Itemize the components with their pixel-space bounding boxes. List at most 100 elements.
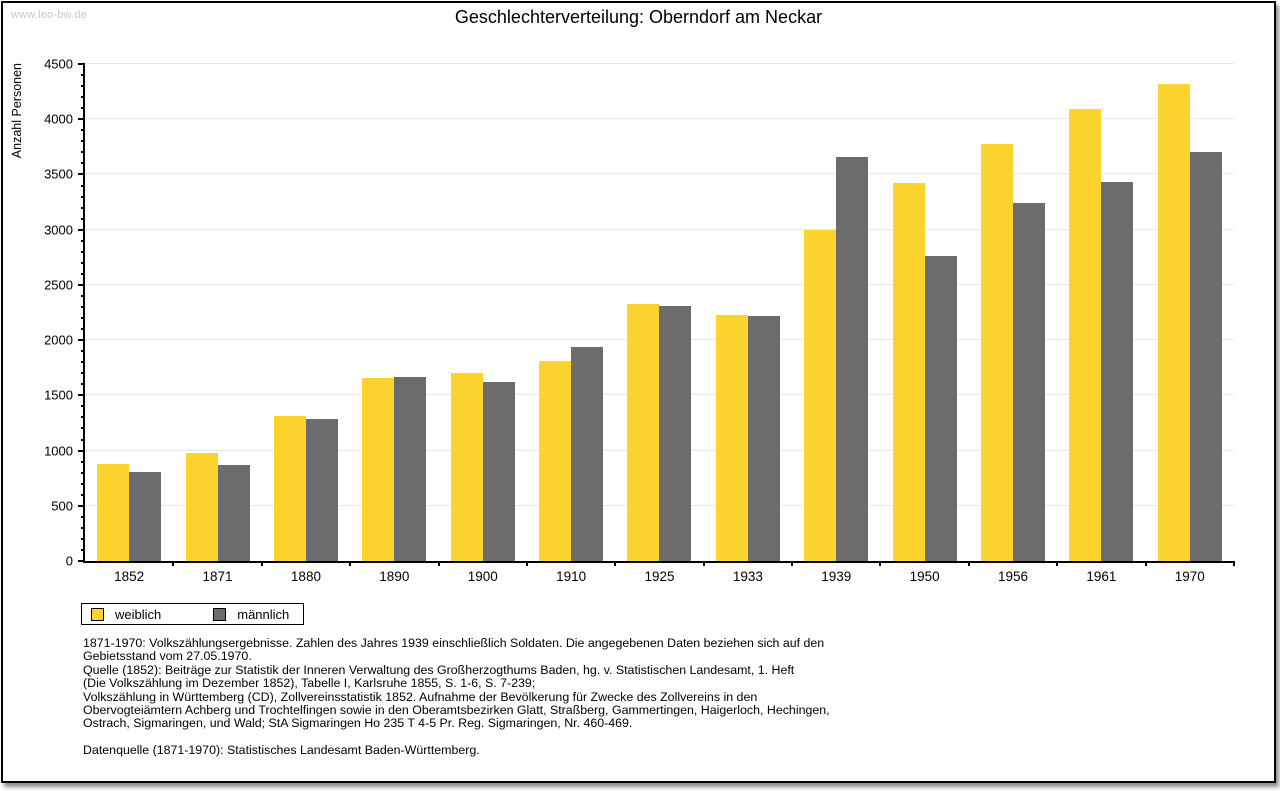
legend-label-maennlich: männlich (237, 606, 290, 622)
legend: weiblich männlich (81, 603, 305, 625)
bar-group-1961 (1057, 64, 1145, 561)
bar-männlich-1880 (305, 418, 338, 561)
bar-männlich-1939 (836, 156, 869, 561)
y-tick-label-500: 500 (51, 498, 73, 514)
y-minor-tick-4400 (81, 74, 85, 77)
y-minor-tick-3200 (81, 206, 85, 209)
gridline-4000 (85, 118, 1234, 120)
watermark-url: www.leo-bw.de (11, 9, 87, 21)
bar-weiblich-1880 (273, 416, 306, 561)
y-minor-tick-600 (81, 493, 85, 496)
y-minor-tick-2700 (81, 261, 85, 264)
y-tick-2500 (78, 283, 85, 286)
legend-swatch-weiblich (91, 607, 104, 621)
plot-area: 0 500 1000 1500 2000 2500 3000 3500 4000 4500 1852… (44, 57, 1235, 584)
bar-weiblich-1933 (715, 314, 748, 561)
y-minor-tick-1400 (81, 405, 85, 408)
y-minor-tick-2800 (81, 250, 85, 253)
legend-item-maennlich: männlich (213, 607, 289, 622)
y-minor-tick-200 (81, 537, 85, 540)
bar-group-1871 (173, 64, 261, 561)
gridline-2500 (85, 283, 1234, 285)
x-tick-1890 (437, 561, 440, 566)
bar-männlich-1925 (659, 305, 692, 561)
x-tick-1871 (260, 561, 263, 566)
x-tick-label-1880: 1880 (290, 569, 321, 584)
bar-männlich-1961 (1101, 182, 1134, 561)
gridline-3000 (85, 228, 1234, 230)
y-minor-tick-3400 (81, 184, 85, 187)
y-minor-tick-2100 (81, 328, 85, 331)
y-minor-tick-1600 (81, 383, 85, 386)
bar-group-1910 (527, 64, 615, 561)
y-minor-tick-1200 (81, 427, 85, 430)
bar-weiblich-1910 (539, 361, 572, 561)
footnote-sources: 1871-1970: Volkszählungsergebnisse. Zahl… (83, 636, 830, 731)
x-tick-1900 (525, 561, 528, 566)
y-minor-tick-4100 (81, 107, 85, 110)
bar-group-1950 (880, 64, 968, 561)
y-minor-tick-400 (81, 515, 85, 518)
bar-group-1956 (969, 64, 1057, 561)
y-minor-tick-3600 (81, 162, 85, 165)
bar-weiblich-1925 (627, 304, 660, 561)
x-tick-1933 (791, 561, 794, 566)
x-tick-label-1890: 1890 (379, 569, 410, 584)
bar-männlich-1890 (394, 377, 427, 561)
footnotes: 1871-1970: Volkszählungsergebnisse. Zahl… (83, 636, 1244, 770)
x-tick-label-1970: 1970 (1174, 569, 1205, 584)
y-tick-label-4000: 4000 (44, 111, 73, 127)
bar-weiblich-1871 (185, 452, 218, 561)
x-tick-label-1956: 1956 (998, 569, 1029, 584)
y-tick-label-4500: 4500 (44, 56, 73, 72)
bar-männlich-1950 (924, 256, 957, 561)
bar-group-1900 (439, 64, 527, 561)
bar-männlich-1900 (482, 381, 515, 561)
bar-weiblich-1852 (97, 463, 130, 561)
y-minor-tick-2600 (81, 272, 85, 275)
x-tick-label-1933: 1933 (732, 569, 763, 584)
x-tick-label-1871: 1871 (202, 569, 233, 584)
y-minor-tick-3900 (81, 129, 85, 132)
bar-männlich-1871 (217, 464, 250, 561)
x-tick-1961 (1144, 561, 1147, 566)
y-tick-label-2500: 2500 (44, 277, 73, 293)
y-tick-3000 (78, 228, 85, 231)
bar-group-1880 (262, 64, 350, 561)
bar-männlich-1970 (1189, 151, 1222, 561)
y-minor-tick-1800 (81, 361, 85, 364)
y-tick-4500 (78, 63, 85, 65)
y-tick-1500 (78, 394, 85, 397)
bar-weiblich-1956 (981, 143, 1014, 561)
legend-label-weiblich: weiblich (115, 606, 162, 622)
y-tick-4000 (78, 118, 85, 121)
x-tick-label-1852: 1852 (114, 569, 145, 584)
bar-group-1970 (1146, 64, 1234, 561)
y-minor-tick-1900 (81, 350, 85, 353)
y-tick-0 (78, 560, 85, 562)
y-tick-label-3500: 3500 (44, 166, 73, 182)
x-tick-label-1900: 1900 (467, 569, 498, 584)
x-tick-label-1950: 1950 (909, 569, 940, 584)
x-tick-1970 (1233, 561, 1235, 566)
y-axis-title: Anzahl Personen (10, 63, 24, 159)
y-tick-label-1000: 1000 (44, 443, 73, 459)
y-minor-tick-700 (81, 482, 85, 485)
bar-group-1939 (792, 64, 880, 561)
x-tick-label-1939: 1939 (821, 569, 852, 584)
chart-title: Geschlechterverteilung: Oberndorf am Nec… (454, 7, 823, 27)
gridline-3500 (85, 173, 1234, 175)
y-tick-label-1500: 1500 (44, 387, 73, 403)
bar-weiblich-1961 (1069, 108, 1102, 561)
y-minor-tick-3300 (81, 195, 85, 198)
y-tick-label-3000: 3000 (44, 222, 73, 238)
bar-männlich-1852 (129, 472, 162, 561)
y-minor-tick-2900 (81, 239, 85, 242)
bar-weiblich-1970 (1157, 83, 1190, 561)
y-minor-tick-1300 (81, 416, 85, 419)
legend-swatch-maennlich (213, 607, 227, 621)
y-tick-2000 (78, 339, 85, 342)
bar-weiblich-1890 (362, 378, 395, 561)
y-tick-500 (78, 504, 85, 507)
